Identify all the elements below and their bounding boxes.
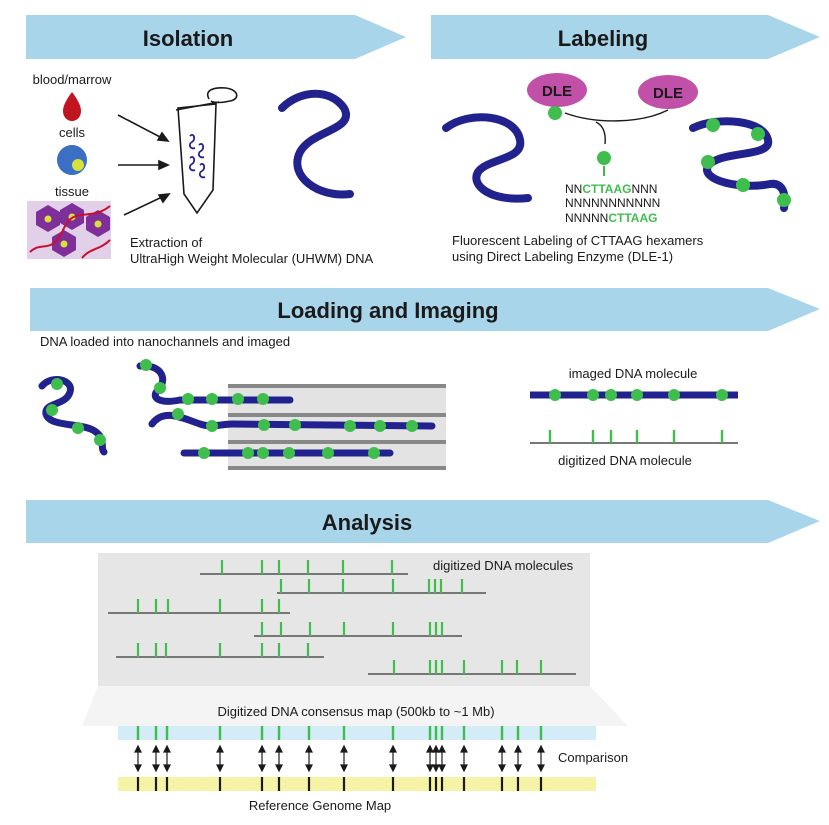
comparison-arrow [426,744,434,773]
isolation-title: Isolation [143,26,233,51]
consensus-map-band [118,726,596,740]
consensus-map-label: Digitized DNA consensus map (500kb to ~1… [217,704,494,719]
loading-panel: DNA loaded into nanochannels and imaged [38,334,738,470]
molecules-label: digitized DNA molecules [433,558,574,573]
isolation-caption-line2: UltraHigh Weight Molecular (UHWM) DNA [130,251,374,266]
analysis-panel: digitized DNA molecules [82,553,628,813]
comparison-arrow [537,744,545,773]
loading-title: Loading and Imaging [277,298,498,323]
tissue-label: tissue [55,184,89,199]
sequence-line-2: NNNNNNNNNNN [565,196,660,210]
sequence-line-3: NNNNNCTTAAG [565,211,657,225]
comparison-arrow [498,744,506,773]
channel-fluorophores [140,359,418,459]
reference-map-label: Reference Genome Map [249,798,391,813]
reference-map-band [118,777,596,791]
cells-label: cells [59,125,86,140]
tissue-icon [27,201,111,259]
comparison-arrow [514,744,522,773]
labeling-panel: DLE DLE NNCTTAAGNNN NNNNNNNNNNN NNNNNCTT… [442,73,791,264]
reference-map-marks [136,777,543,791]
molecule-row-6 [368,660,576,675]
molecule-row-1 [200,560,408,575]
comparison-arrow [305,744,313,773]
fluorophore-dot [597,151,611,165]
entering-dna-strand-2 [148,411,436,430]
enzyme-bracket-stem [595,121,606,145]
imaged-molecule-label: imaged DNA molecule [569,366,698,381]
comparison-arrow [216,744,224,773]
comparison-label: Comparison [558,750,628,765]
labeling-caption-line2: using Direct Labeling Enzyme (DLE-1) [452,249,673,264]
cell-icon [57,145,87,175]
dle-right-label: DLE [653,85,683,102]
banner-analysis-arrow [26,500,820,543]
labeling-caption-line1: Fluorescent Labeling of CTTAAG hexamers [452,233,704,248]
molecule-row-5 [116,643,324,658]
molecules-panel [98,553,590,686]
sequence-line-1: NNCTTAAGNNN [565,182,657,196]
banner-loading: Loading and Imaging [30,288,820,331]
banner-labeling-arrow [431,15,820,59]
comparison-arrow [389,744,397,773]
labeled-strand-fluorophores [701,118,791,207]
banner-isolation-arrow [26,15,406,59]
isolation-panel: blood/marrow cells tissue [27,72,374,266]
blood-marrow-label: blood/marrow [33,72,112,87]
molecule-row-2 [277,579,486,594]
blood-drop-icon [63,92,81,121]
comparison-arrow [275,744,283,773]
analysis-title: Analysis [322,510,413,535]
comparison-arrow [134,744,142,773]
comparison-arrows [134,744,545,773]
digitized-molecule-marks [548,430,724,443]
banner-isolation: Isolation [26,15,406,59]
molecule-row-3 [108,599,290,614]
test-tube-icon [175,87,238,215]
extraction-arrows [117,114,171,216]
dle-enzyme-right [638,75,698,109]
unlabeled-dna-strand [442,113,532,203]
loading-subtitle: DNA loaded into nanochannels and imaged [40,334,290,349]
digitized-molecule-label: digitized DNA molecule [558,453,692,468]
comparison-arrow [432,744,440,773]
dle-left-label: DLE [542,83,572,100]
molecule-row-4 [254,622,462,637]
dle-left-fluorophore [548,106,562,120]
comparison-arrow [163,744,171,773]
banner-loading-arrow [30,288,820,331]
enzyme-bracket [564,109,669,122]
cell-nucleus-icon [72,159,84,171]
banner-analysis: Analysis [26,500,820,543]
uhwm-dna-strand [278,89,354,199]
free-strand-fluorophores [46,378,106,446]
comparison-arrow [340,744,348,773]
comparison-arrow [438,744,446,773]
consensus-map-marks [136,726,543,740]
comparison-arrow [258,744,266,773]
imaged-molecule-fluorophores [549,389,728,401]
banner-labeling: Labeling [431,15,820,59]
comparison-arrow [460,744,468,773]
digitized-molecule-rows [108,560,576,675]
labeling-title: Labeling [558,26,648,51]
comparison-arrow [152,744,160,773]
dle-enzyme-left [527,73,587,107]
projection-wedge [82,686,628,726]
isolation-caption-line1: Extraction of [130,235,203,250]
